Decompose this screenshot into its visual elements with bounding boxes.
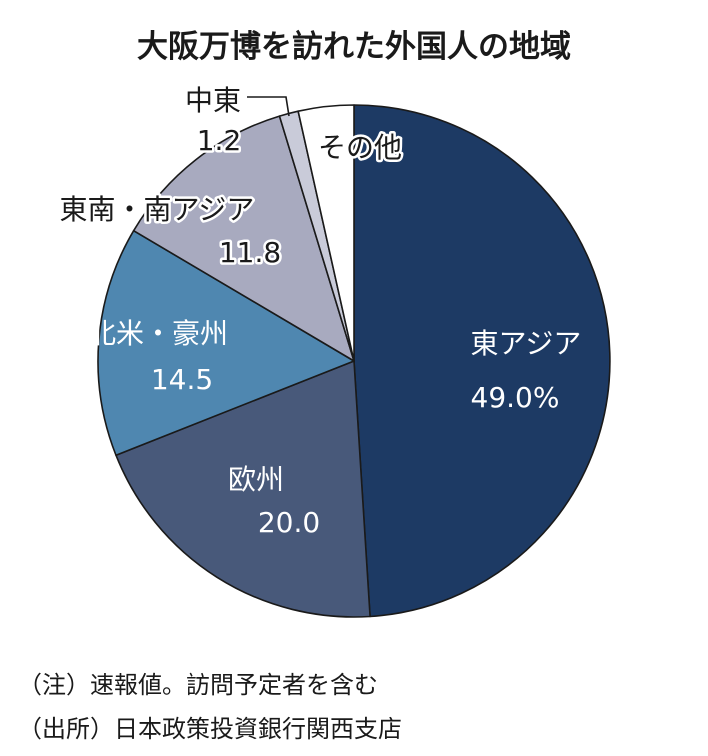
label-other: その他: [318, 131, 402, 164]
value-label-southeast-south-asia: 11.8: [219, 236, 281, 269]
label-east-asia: 東アジア: [471, 327, 582, 360]
slice-north-america-australia: [97, 229, 355, 457]
chart-title: 大阪万博を訪れた外国人の地域: [137, 29, 571, 65]
note-preliminary: （注）速報値。訪問予定者を含む: [18, 671, 378, 699]
slice-other: [297, 104, 355, 362]
label-middle-east: 中東: [185, 84, 241, 117]
label-north-america-australia: 北米・豪州: [88, 317, 228, 350]
label-southeast-south-asia: 東南・南アジア: [60, 193, 255, 226]
value-label-north-america-australia: 14.5: [151, 363, 213, 396]
slice-east-asia: [353, 104, 611, 618]
pie: [97, 104, 611, 618]
pie-labels: 東アジア 49.0% 欧州 20.0 北米・豪州 14.5 東南・南アジア 11.8 中東 1.2…: [57, 82, 582, 540]
slice-europe: [115, 360, 371, 618]
slice-southeast-south-asia: [132, 115, 355, 362]
middle-east-leader-line: [247, 96, 290, 117]
value-label-middle-east: 1.2: [197, 124, 242, 157]
value-label-europe: 20.0: [258, 506, 320, 539]
note-source: （出所）日本政策投資銀行関西支店: [18, 715, 402, 743]
value-label-east-asia: 49.0%: [471, 381, 560, 414]
label-europe: 欧州: [228, 463, 284, 496]
